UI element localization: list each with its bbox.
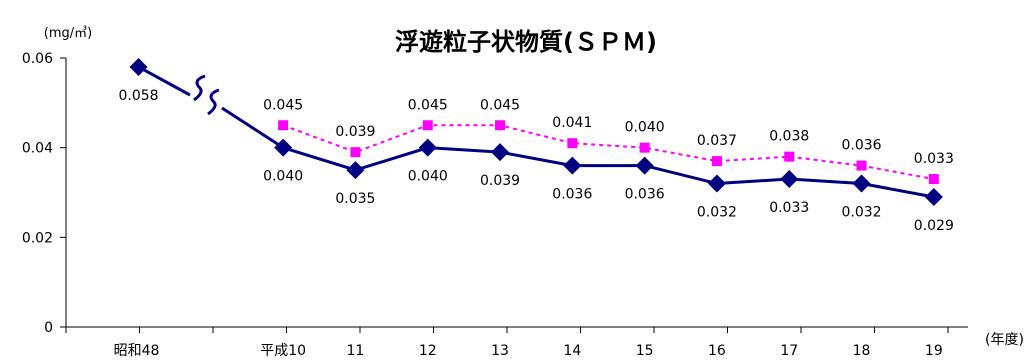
data-point-diamond [491,143,510,162]
axis-ticks: 0 0.02 0.04 0.06 昭和48 平成10 11 12 13 14 15 16 17 18 19 [22,51,949,359]
data-point-diamond [346,161,365,180]
series-line [282,146,935,199]
data-point-diamond [563,156,582,175]
data-label: 0.035 [335,191,375,207]
data-point-square [928,174,939,185]
series-segment [137,65,191,97]
y-axis-unit-label: (mg/㎥) [44,26,92,41]
data-label: 0.037 [697,133,737,149]
data-label: 0.041 [552,115,592,131]
data-point-square [639,142,650,153]
x-axis-unit-label: (年度) [985,332,1024,348]
data-point-square [278,120,289,131]
axis-break-stroke-left [193,74,206,102]
series-line [282,124,935,181]
y-tick-label: 0.04 [22,141,53,157]
data-label: 0.036 [625,187,665,203]
y-tick-label: 0.02 [22,230,53,246]
x-tick-label: 17 [780,343,798,359]
x-tick-label: 13 [491,343,509,359]
data-label: 0.033 [914,151,954,167]
x-tick-label: 11 [347,343,365,359]
data-label: 0.039 [335,124,375,140]
data-point-square [856,160,867,171]
data-labels: 0.058 0.040 0.035 0.040 0.039 0.036 0.036 0.032… [118,88,953,234]
series-markers [129,57,943,206]
data-label: 0.040 [263,169,303,185]
x-tick-label: 15 [636,343,654,359]
data-label: 0.029 [914,218,954,234]
data-label: 0.045 [480,97,520,113]
data-point-diamond [852,174,871,193]
x-tick-label: 14 [563,343,581,359]
data-label: 0.036 [552,187,592,203]
data-point-square [422,120,433,131]
x-tick-label: 12 [419,343,437,359]
series-lines [137,65,935,199]
data-point-diamond [274,138,293,157]
chart-title: 浮遊粒子状物質(ＳＰＭ) [395,28,657,56]
data-point-diamond [924,187,943,206]
data-point-diamond [707,174,726,193]
data-label: 0.032 [697,205,737,221]
y-tick-label: 0.06 [22,51,53,67]
series-segment [221,106,284,149]
data-point-square [350,147,361,158]
data-point-diamond [780,170,799,189]
x-tick-label: 19 [925,343,943,359]
y-tick-label: 0 [44,320,53,336]
data-label: 0.036 [841,138,881,154]
x-tick-label: 16 [708,343,726,359]
data-point-square [784,151,795,162]
data-point-square [711,156,722,167]
data-point-square [495,120,506,131]
data-label: 0.032 [841,205,881,221]
data-label: 0.040 [408,169,448,185]
x-tick-label: 平成10 [260,343,306,359]
data-label: 0.045 [263,97,303,113]
data-label: 0.039 [480,173,520,189]
data-point-diamond [635,156,654,175]
data-label: 0.058 [118,88,158,104]
data-point-square [567,138,578,149]
data-label: 0.040 [625,120,665,136]
data-point-diamond [129,57,148,76]
axis-break-symbol [193,74,220,116]
x-tick-label: 昭和48 [114,343,160,359]
data-label: 0.038 [769,129,809,145]
data-label: 0.045 [408,97,448,113]
data-label: 0.033 [769,200,809,216]
data-point-diamond [418,138,437,157]
x-tick-label: 18 [853,343,871,359]
axis-break-stroke-right [207,88,220,116]
